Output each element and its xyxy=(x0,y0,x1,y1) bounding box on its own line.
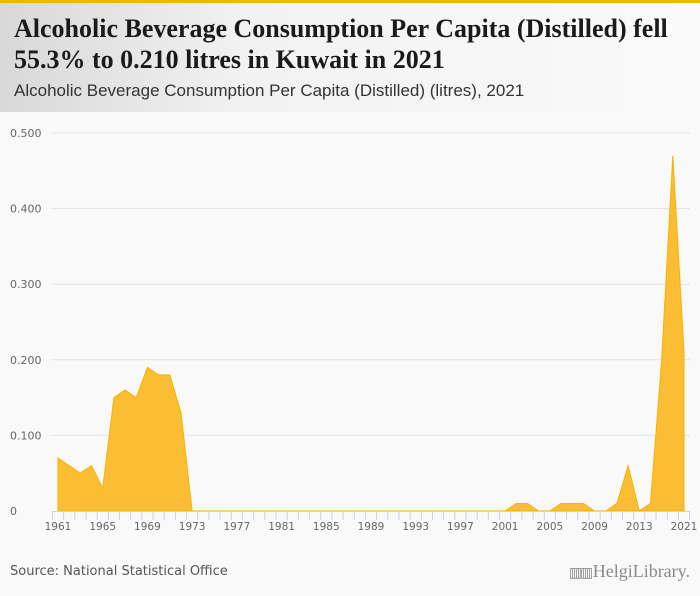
logo-text: HelgiLibrary. xyxy=(592,561,690,581)
y-tick-label: 0.100 xyxy=(10,429,42,442)
y-tick-label: 0.300 xyxy=(10,278,42,291)
chart-title: Alcoholic Beverage Consumption Per Capit… xyxy=(14,14,668,74)
chart-header: Alcoholic Beverage Consumption Per Capit… xyxy=(0,0,700,112)
chart-subtitle: Alcoholic Beverage Consumption Per Capit… xyxy=(14,81,525,100)
y-tick-label: 0 xyxy=(10,505,17,518)
x-tick-label: 2021 xyxy=(671,521,698,533)
helgi-library-logo[interactable]: ▥▥ HelgiLibrary. xyxy=(569,561,690,582)
y-tick-label: 0.200 xyxy=(10,354,42,367)
y-tick-label: 0.500 xyxy=(10,127,42,140)
x-tick-label: 1989 xyxy=(358,521,385,533)
x-tick-label: 1961 xyxy=(45,521,72,533)
x-tick-label: 1965 xyxy=(89,521,116,533)
x-tick-label: 1977 xyxy=(223,521,250,533)
x-tick-label: 2001 xyxy=(492,521,519,533)
source-note: Source: National Statistical Office xyxy=(10,564,228,579)
x-tick-label: 1985 xyxy=(313,521,340,533)
x-tick-label: 1969 xyxy=(134,521,161,533)
library-icon: ▥▥ xyxy=(568,566,593,581)
x-tick-label: 1993 xyxy=(402,521,429,533)
x-tick-label: 2005 xyxy=(536,521,563,533)
x-tick-label: 1997 xyxy=(447,521,474,533)
x-tick-label: 2009 xyxy=(581,521,608,533)
x-tick-label: 1973 xyxy=(179,521,206,533)
x-tick-label: 2013 xyxy=(626,521,653,533)
x-tick-label: 1981 xyxy=(268,521,295,533)
y-tick-label: 0.400 xyxy=(10,203,42,216)
